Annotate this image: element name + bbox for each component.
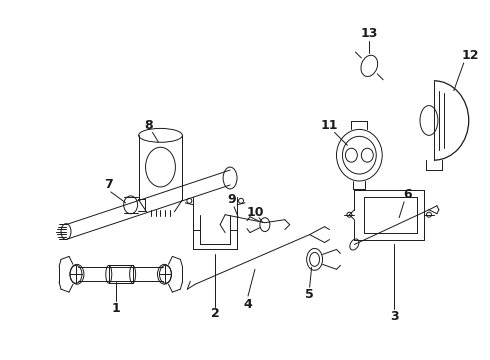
Text: 5: 5 [305, 288, 314, 301]
Text: 13: 13 [361, 27, 378, 40]
Text: 12: 12 [462, 49, 479, 63]
Text: 2: 2 [211, 307, 220, 320]
Bar [109, 265, 133, 283]
Text: 9: 9 [228, 193, 236, 206]
Text: 11: 11 [321, 119, 338, 132]
Text: 4: 4 [244, 297, 252, 311]
Text: 8: 8 [144, 119, 153, 132]
Text: 6: 6 [403, 188, 412, 201]
Text: 3: 3 [390, 310, 398, 323]
Text: 10: 10 [246, 206, 264, 219]
Text: 1: 1 [111, 302, 120, 315]
Text: 7: 7 [104, 179, 113, 192]
